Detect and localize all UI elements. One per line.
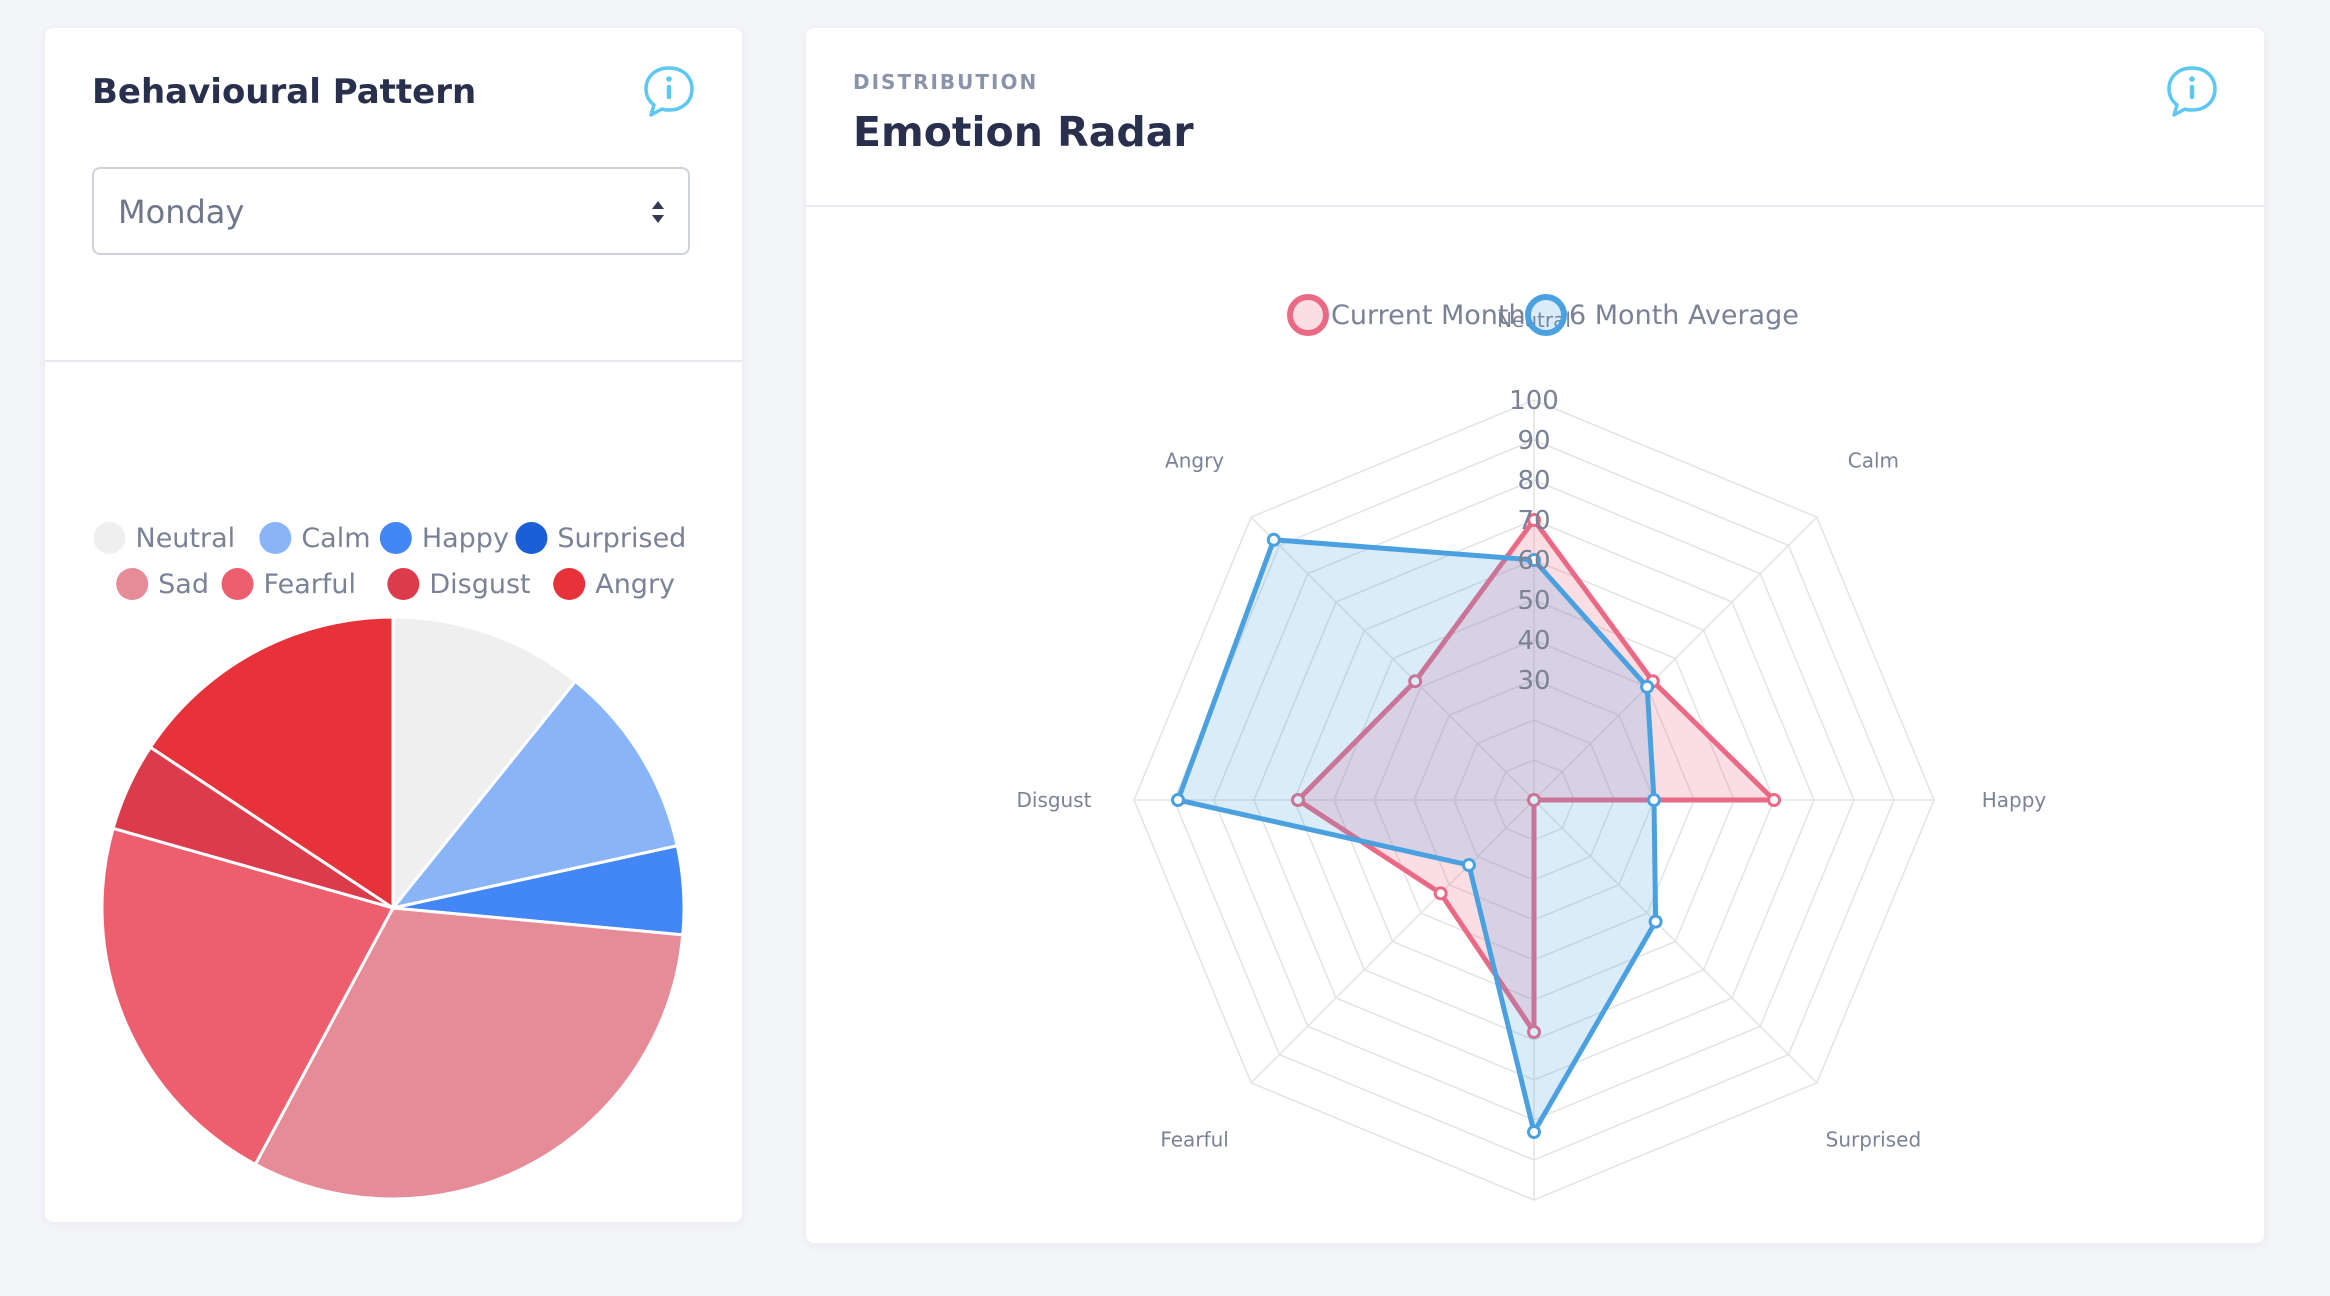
- radar-tick-label: 100: [1509, 386, 1559, 416]
- legend-item-surprised[interactable]: Surprised: [515, 522, 686, 554]
- radar-tick-label: 90: [1517, 426, 1550, 456]
- radar-point-6-month-average-disgust[interactable]: [1171, 793, 1185, 807]
- radar-tick-label: 60: [1517, 546, 1550, 576]
- pie-slice-angry[interactable]: [148, 615, 395, 911]
- legend-label: Calm: [301, 523, 370, 554]
- info-chat-icon[interactable]: [641, 64, 697, 118]
- legend-swatch: [221, 568, 254, 600]
- radar-series-6-month-average[interactable]: [1175, 537, 1659, 1135]
- legend-swatch: [379, 522, 412, 554]
- legend-item-current-month[interactable]: Current Month: [1287, 294, 1526, 336]
- day-select[interactable]: Monday: [92, 167, 690, 255]
- radar-point-6-month-average-neutral[interactable]: [1527, 553, 1541, 567]
- pie-slice-sad[interactable]: [253, 906, 685, 1201]
- radar-point-current-month-surprised[interactable]: [1527, 793, 1541, 807]
- radar-tick-label: 80: [1517, 466, 1550, 496]
- radar-tick-label: 30: [1517, 666, 1550, 696]
- legend-item-neutral[interactable]: Neutral: [93, 522, 236, 554]
- legend-item-disgust[interactable]: Disgust: [387, 568, 531, 600]
- legend-swatch: [515, 522, 548, 554]
- legend-label: Neutral: [136, 523, 236, 554]
- radar-axis-label-surprised: Surprised: [1826, 1127, 1922, 1151]
- legend-label: 6 Month Average: [1569, 300, 1799, 331]
- radar-point-6-month-average-sad[interactable]: [1527, 1125, 1541, 1139]
- divider: [45, 360, 742, 362]
- card-title: Behavioural Pattern: [92, 72, 477, 112]
- radar-point-current-month-angry[interactable]: [1408, 674, 1423, 689]
- legend-label: Fearful: [264, 569, 356, 600]
- select-arrows-icon: [652, 201, 664, 223]
- radar-point-current-month-neutral[interactable]: [1527, 513, 1541, 527]
- legend-label: Angry: [595, 569, 675, 600]
- radar-point-6-month-average-fearful[interactable]: [1461, 858, 1476, 873]
- divider: [806, 205, 2264, 207]
- radar-point-6-month-average-angry[interactable]: [1266, 532, 1281, 547]
- radar-point-current-month-disgust[interactable]: [1291, 793, 1305, 807]
- pie-chart: Neutral Calm Happy Surprised Sad Fearful Disgu…: [93, 522, 686, 1201]
- radar-tick-label: 40: [1517, 626, 1550, 656]
- card-eyebrow: DISTRIBUTION: [853, 70, 1039, 94]
- emotion-radar-card: DISTRIBUTION Emotion Radar NeutralCalmHa…: [806, 28, 2264, 1243]
- radar-point-6-month-average-calm[interactable]: [1640, 679, 1655, 694]
- pie-slice-calm[interactable]: [389, 679, 680, 911]
- legend-swatch: [553, 568, 586, 600]
- radar-spoke: [1250, 799, 1535, 1084]
- legend-item-calm[interactable]: Calm: [259, 522, 371, 554]
- pie-slice-fearful[interactable]: [100, 826, 396, 1167]
- radar-spoke: [1250, 516, 1535, 801]
- legend-label: Current Month: [1331, 300, 1526, 331]
- radar-chart: NeutralCalmHappySurprisedSadFearfulDisgu…: [1016, 294, 2047, 1201]
- legend-item-happy[interactable]: Happy: [379, 522, 509, 554]
- radar-axis-label-disgust: Disgust: [1016, 788, 1091, 812]
- legend-swatch: [259, 522, 292, 554]
- radar-axis-label-fearful: Fearful: [1160, 1127, 1228, 1151]
- legend-swatch: [116, 568, 149, 600]
- legend-label: Happy: [422, 523, 509, 554]
- radar-point-current-month-sad[interactable]: [1527, 1025, 1541, 1039]
- radar-point-6-month-average-happy[interactable]: [1647, 793, 1661, 807]
- info-chat-icon[interactable]: [2164, 64, 2220, 118]
- radar-tick-label: 70: [1517, 506, 1550, 536]
- radar-axis-label-happy: Happy: [1982, 788, 2047, 812]
- legend-label: Surprised: [557, 523, 686, 554]
- radar-axis-label-angry: Angry: [1165, 449, 1224, 473]
- legend-swatch: [1287, 294, 1329, 336]
- legend-swatch: [93, 522, 126, 554]
- legend-item-angry[interactable]: Angry: [553, 568, 675, 600]
- legend-swatch: [387, 568, 420, 600]
- radar-spoke: [1533, 799, 1818, 1084]
- legend-item-sad[interactable]: Sad: [116, 568, 209, 600]
- legend-label: Sad: [158, 569, 209, 600]
- radar-point-6-month-average-surprised[interactable]: [1648, 914, 1663, 929]
- card-title: Emotion Radar: [853, 108, 1194, 156]
- legend-label: Disgust: [429, 569, 530, 600]
- radar-point-current-month-happy[interactable]: [1767, 793, 1781, 807]
- radar-tick-label: 50: [1517, 586, 1550, 616]
- radar-spoke: [1533, 516, 1818, 801]
- legend-item-6-month-average[interactable]: 6 Month Average: [1525, 294, 1799, 336]
- legend-swatch: [1525, 294, 1567, 336]
- legend-item-fearful[interactable]: Fearful: [221, 568, 356, 600]
- day-select-value: Monday: [118, 193, 245, 231]
- pie-slice-neutral[interactable]: [391, 615, 578, 913]
- radar-axis-label-calm: Calm: [1848, 449, 1899, 473]
- radar-point-current-month-fearful[interactable]: [1433, 886, 1448, 901]
- behavioural-pattern-card: Behavioural Pattern Monday Neutral Calm Ha…: [45, 28, 742, 1222]
